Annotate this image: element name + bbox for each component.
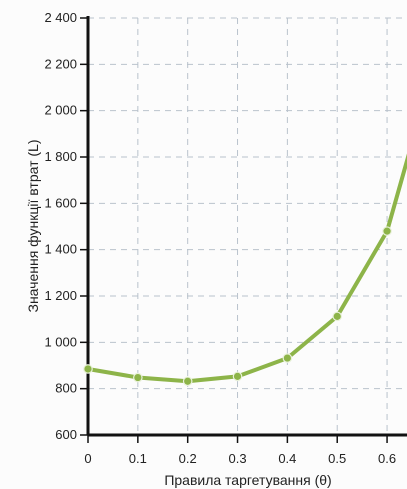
y-tick-label: 2 000	[44, 103, 77, 118]
x-tick-label: 0.5	[328, 451, 346, 466]
x-tick-label: 0.2	[179, 451, 197, 466]
series	[83, 153, 407, 387]
y-tick-label: 2 400	[44, 10, 77, 25]
series-point	[282, 353, 293, 363]
ticks: 600 800 1 000 1 200 1 400 1 600 1 800 2 000 2 20…	[44, 10, 396, 466]
y-tick-label: 800	[55, 381, 77, 396]
series-point	[83, 364, 93, 374]
y-tick-label: 1 600	[44, 195, 77, 210]
series-line-0	[86, 153, 407, 384]
x-tick-label: 0	[84, 451, 91, 466]
y-axis-title: Значення функції втрат (L)	[25, 139, 41, 312]
y-tick-label: 1 200	[44, 288, 77, 303]
x-tick-label: 0.1	[129, 451, 147, 466]
y-tick-label: 2 200	[44, 56, 77, 71]
series-point	[182, 376, 193, 387]
series-point	[232, 371, 243, 382]
x-tick-label: 0.4	[278, 451, 296, 466]
series-point	[382, 226, 392, 236]
x-axis-title: Правила таргетування (θ)	[164, 472, 331, 488]
y-tick-label: 1 800	[44, 149, 77, 164]
y-tick-label: 1 000	[44, 334, 77, 349]
y-tick-label: 1 400	[44, 242, 77, 257]
series-point	[133, 372, 143, 383]
y-tick-label: 600	[55, 427, 77, 442]
series-point	[332, 311, 343, 322]
grid	[88, 17, 407, 435]
x-tick-label: 0.3	[228, 451, 246, 466]
x-tick-label: 0.6	[378, 451, 396, 466]
